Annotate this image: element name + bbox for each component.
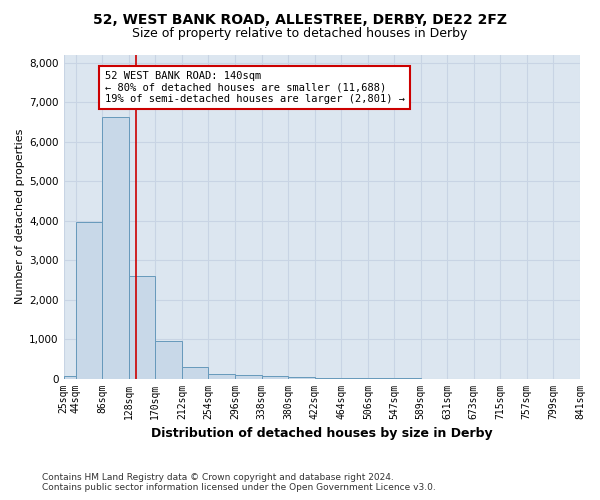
Text: Size of property relative to detached houses in Derby: Size of property relative to detached ho… [133,28,467,40]
Bar [76,222,102,378]
X-axis label: Distribution of detached houses by size in Derby: Distribution of detached houses by size … [151,427,493,440]
Bar [64,376,76,378]
Bar [155,341,182,378]
Bar [129,276,155,378]
Text: Contains HM Land Registry data © Crown copyright and database right 2024.
Contai: Contains HM Land Registry data © Crown c… [42,473,436,492]
Text: 52, WEST BANK ROAD, ALLESTREE, DERBY, DE22 2FZ: 52, WEST BANK ROAD, ALLESTREE, DERBY, DE… [93,12,507,26]
Bar [235,374,262,378]
Bar [262,376,288,378]
Bar [102,118,129,378]
Text: 52 WEST BANK ROAD: 140sqm
← 80% of detached houses are smaller (11,688)
19% of s: 52 WEST BANK ROAD: 140sqm ← 80% of detac… [104,71,404,104]
Y-axis label: Number of detached properties: Number of detached properties [15,129,25,304]
Bar [288,376,315,378]
Bar [182,366,208,378]
Bar [208,374,235,378]
